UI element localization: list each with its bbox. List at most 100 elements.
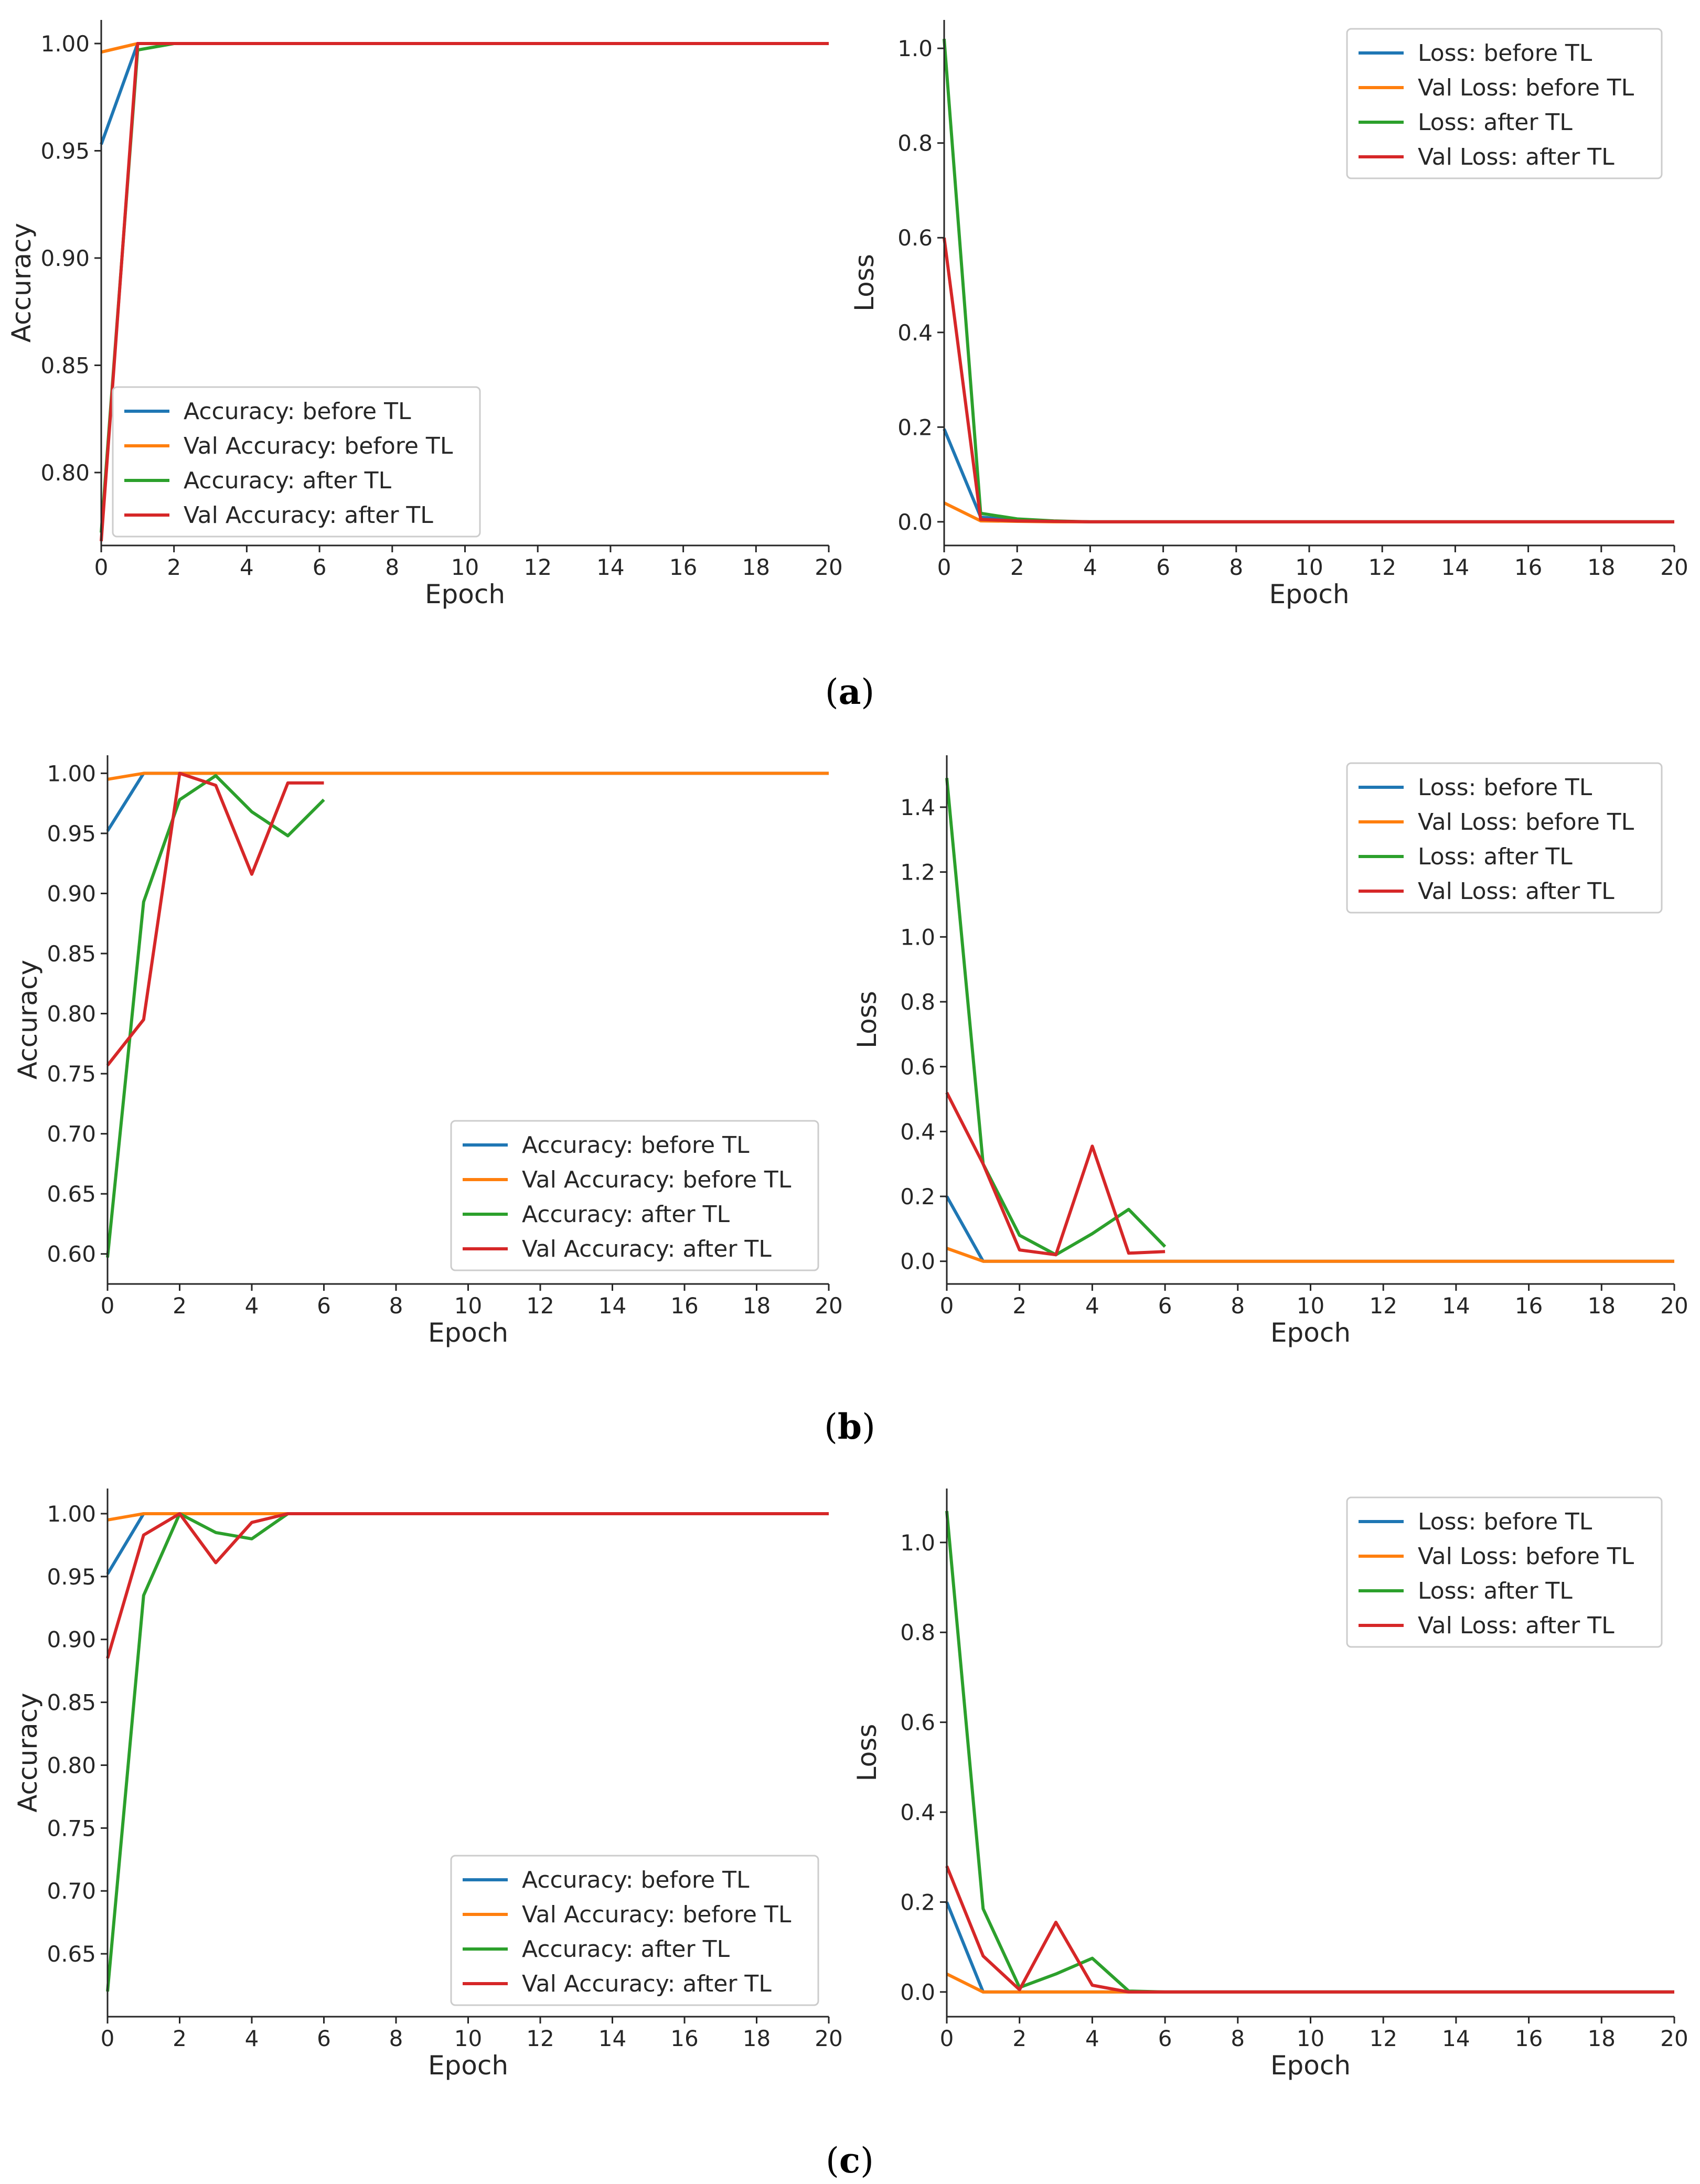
chart-b-acc: 0 2 4 6 8 10 12 14 16 18 20 0.60 0.65 0.70 0.75 0.80 0.8… (13, 755, 843, 1348)
y-tick-label: 0.85 (40, 352, 90, 378)
x-tick-label: 6 (1158, 1293, 1172, 1319)
caption-b-letter: b (838, 1406, 862, 1447)
x-tick-label: 16 (1514, 554, 1542, 580)
x-tick-label: 10 (1297, 1293, 1324, 1319)
legend-frame (450, 1855, 819, 2006)
x-tick-label: 20 (1660, 1293, 1688, 1319)
y-tick-label: 1.00 (40, 31, 90, 57)
x-tick-label: 16 (1515, 1293, 1543, 1319)
legend-entry-label: Val Accuracy: before TL (184, 433, 453, 459)
legend-entry-label: Val Accuracy: before TL (522, 1901, 792, 1928)
x-tick-label: 20 (815, 1293, 842, 1319)
y-tick-label: 0.4 (897, 320, 933, 346)
chart-c-acc: 0 2 4 6 8 10 12 14 16 18 20 0.65 0.70 0.75 0.80 0.85 0.9… (13, 1489, 843, 2081)
y-tick-label: 0.70 (47, 1121, 96, 1147)
legend-entry-label: Loss: after TL (1418, 109, 1573, 136)
x-tick-label: 16 (1515, 2026, 1543, 2051)
x-tick-label: 8 (385, 554, 399, 580)
series-line-4 (943, 237, 1674, 523)
y-axis-label: Accuracy (6, 223, 37, 342)
series-line-3 (945, 778, 1167, 1257)
x-tick-label: 14 (1442, 2026, 1470, 2051)
x-tick-label: 12 (526, 2026, 554, 2051)
series-line-1 (943, 428, 1674, 523)
y-tick-label: 0.2 (897, 414, 933, 440)
y-axis-label: Accuracy (13, 1693, 43, 1812)
y-tick-label: 0.95 (40, 138, 90, 164)
y-tick-label: 0.95 (47, 1564, 96, 1590)
x-tick-label: 14 (1441, 554, 1469, 580)
legend-entry-label: Loss: before TL (1418, 40, 1592, 67)
x-tick-label: 12 (526, 1293, 554, 1319)
x-tick-label: 8 (1231, 1293, 1245, 1319)
y-tick-label: 1.0 (897, 36, 933, 61)
y-tick-label: 0.4 (900, 1800, 935, 1825)
caption-b: (b) (824, 1406, 875, 1447)
legend-entry-label: Loss: after TL (1418, 1578, 1573, 1604)
x-axis-label: Epoch (1270, 1318, 1351, 1348)
x-tick-label: 18 (742, 554, 770, 580)
y-tick-label: 0.0 (900, 1979, 935, 2005)
x-tick-label: 14 (596, 554, 624, 580)
caption-a-letter: a (839, 671, 861, 712)
y-tick-label: 0.85 (47, 941, 96, 967)
x-tick-label: 8 (1229, 554, 1243, 580)
x-tick-label: 6 (317, 1293, 331, 1319)
x-tick-label: 2 (167, 554, 181, 580)
y-tick-label: 1.0 (900, 1530, 935, 1556)
x-tick-label: 0 (940, 2026, 954, 2051)
series-line-1 (106, 1512, 829, 1575)
caption-a-open: ( (825, 672, 839, 712)
legend: Loss: before TL Val Loss: before TL Loss: … (1346, 28, 1663, 179)
legend-entry-label: Accuracy: before TL (184, 398, 411, 425)
series-line-3 (106, 774, 325, 1258)
y-tick-label: 0.65 (47, 1181, 96, 1207)
x-tick-label: 4 (245, 1293, 259, 1319)
legend-frame (1346, 762, 1663, 914)
y-tick-label: 0.6 (900, 1054, 935, 1080)
caption-a: (a) (825, 671, 874, 712)
x-tick-label: 20 (815, 554, 842, 580)
y-axis-label: Accuracy (13, 960, 43, 1079)
caption-a-close: ) (861, 672, 874, 712)
x-tick-label: 20 (1660, 2026, 1688, 2051)
x-tick-label: 2 (173, 1293, 187, 1319)
x-tick-label: 10 (454, 2026, 482, 2051)
x-tick-label: 14 (598, 2026, 626, 2051)
legend: Accuracy: before TL Val Accuracy: before … (450, 1855, 819, 2006)
y-tick-label: 0.90 (47, 1627, 96, 1653)
x-tick-label: 6 (313, 554, 327, 580)
y-tick-label: 1.2 (900, 860, 935, 885)
panels: 0 2 4 6 8 10 12 14 16 18 200.800.850.900.951.00Epo… (6, 20, 1688, 2081)
x-tick-label: 4 (1085, 2026, 1099, 2051)
legend-entry-label: Val Accuracy: after TL (522, 1236, 772, 1262)
y-tick-label: 1.00 (47, 761, 96, 786)
series-line-1 (106, 772, 829, 832)
series-line-2 (943, 501, 1674, 523)
x-tick-label: 12 (1368, 554, 1396, 580)
series-line-4 (106, 1512, 829, 1659)
legend-entry-label: Accuracy: after TL (522, 1201, 730, 1228)
legend-entry-label: Loss: after TL (1418, 843, 1573, 870)
y-tick-label: 0.90 (40, 245, 90, 271)
legend-entry-label: Val Accuracy: after TL (184, 502, 433, 529)
y-axis-label: Loss (852, 1724, 882, 1782)
y-tick-label: 0.75 (47, 1061, 96, 1087)
legend-entry-label: Val Loss: before TL (1418, 809, 1634, 836)
series-line-4 (945, 1865, 1674, 1994)
caption-c-letter: c (839, 2140, 860, 2181)
caption-b-open: ( (824, 1407, 838, 1447)
x-tick-label: 6 (1158, 2026, 1172, 2051)
x-tick-label: 6 (1156, 554, 1170, 580)
x-tick-label: 14 (598, 1293, 626, 1319)
x-axis-label: Epoch (425, 579, 505, 609)
x-tick-label: 10 (451, 554, 479, 580)
series-line-2 (107, 772, 829, 781)
x-axis-label: Epoch (1270, 2050, 1351, 2081)
chart-b-loss: 0 2 4 6 8 10 12 14 16 18 20 0.0 0.2 0.4 0.6 0.8 1.0 1.2 1.… (852, 755, 1688, 1348)
legend: Loss: before TL Val Loss: before TL Loss: … (1346, 762, 1663, 914)
x-tick-label: 12 (523, 554, 551, 580)
x-axis-label: Epoch (428, 2050, 508, 2081)
x-tick-label: 16 (670, 2026, 698, 2051)
